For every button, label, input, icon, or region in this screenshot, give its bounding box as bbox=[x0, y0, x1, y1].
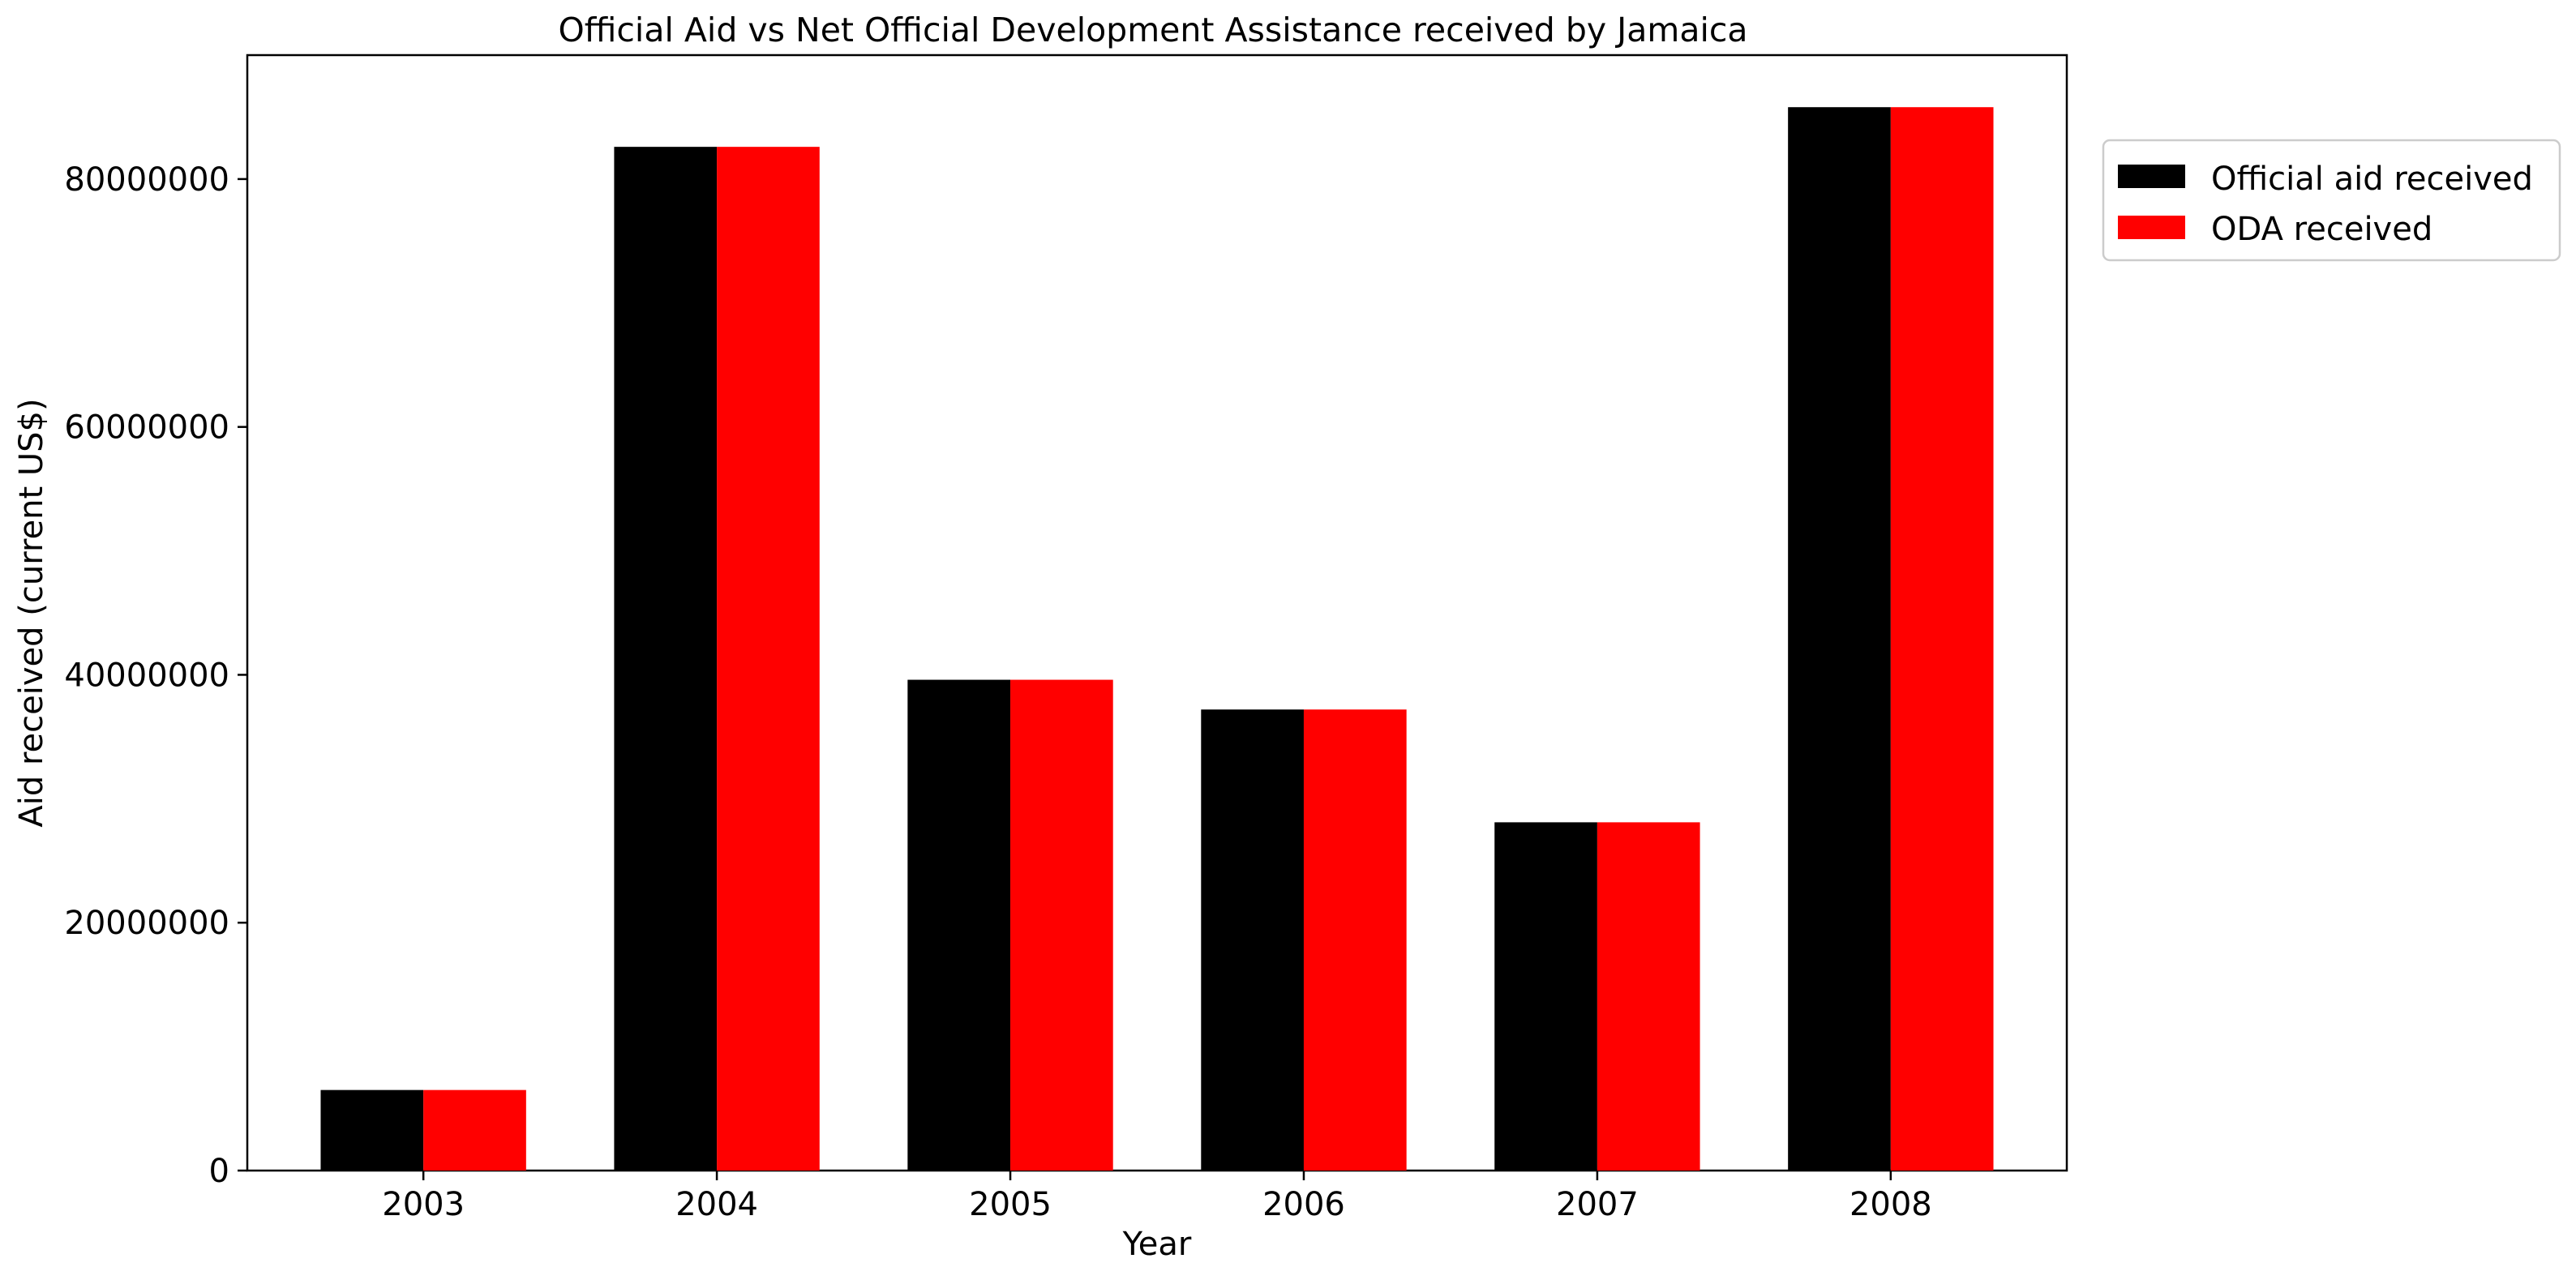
x-tick-label: 2005 bbox=[969, 1186, 1052, 1223]
bar-oda-2008 bbox=[1890, 107, 1994, 1171]
x-tick-label: 2007 bbox=[1556, 1186, 1639, 1223]
legend-swatch-oda bbox=[2118, 216, 2185, 239]
x-axis-label: Year bbox=[1122, 1226, 1192, 1263]
legend: Official aid received ODA received bbox=[2102, 139, 2561, 262]
y-axis-label: Aid received (current US$) bbox=[13, 398, 50, 827]
y-tick-label: 80000000 bbox=[64, 161, 229, 199]
x-tick-label: 2008 bbox=[1849, 1186, 1932, 1223]
bar-official-aid-2008 bbox=[1788, 107, 1891, 1171]
plot-area-frame bbox=[246, 54, 2068, 1172]
y-tick-label: 0 bbox=[209, 1153, 229, 1190]
bar-oda-2005 bbox=[1010, 679, 1113, 1171]
bar-oda-2006 bbox=[1303, 709, 1407, 1171]
legend-swatch-official-aid bbox=[2118, 165, 2185, 188]
y-tick-label: 60000000 bbox=[64, 409, 229, 447]
y-axis-ticks: 0 20000000 40000000 60000000 80000000 bbox=[64, 161, 247, 1190]
legend-label-oda: ODA received bbox=[2211, 211, 2432, 248]
bar-oda-2003 bbox=[423, 1089, 526, 1171]
bar-official-aid-2006 bbox=[1201, 709, 1304, 1171]
bar-official-aid-2003 bbox=[320, 1089, 424, 1171]
legend-label-official-aid: Official aid received bbox=[2211, 161, 2533, 198]
bar-official-aid-2007 bbox=[1494, 822, 1597, 1171]
bar-official-aid-2005 bbox=[907, 679, 1011, 1171]
x-tick-label: 2004 bbox=[675, 1186, 758, 1223]
legend-frame bbox=[2102, 139, 2561, 262]
y-tick-label: 20000000 bbox=[64, 905, 229, 942]
chart-title: Official Aid vs Net Official Development… bbox=[558, 11, 1747, 49]
x-tick-label: 2006 bbox=[1262, 1186, 1345, 1223]
bar-oda-2004 bbox=[717, 147, 820, 1171]
bar-oda-2007 bbox=[1597, 822, 1700, 1171]
x-axis-ticks: 2003 2004 2005 2006 2007 2008 bbox=[382, 1171, 1932, 1223]
bar-official-aid-2004 bbox=[614, 147, 718, 1171]
y-tick-label: 40000000 bbox=[64, 657, 229, 694]
bars-layer bbox=[320, 107, 1994, 1171]
x-tick-label: 2003 bbox=[382, 1186, 465, 1223]
